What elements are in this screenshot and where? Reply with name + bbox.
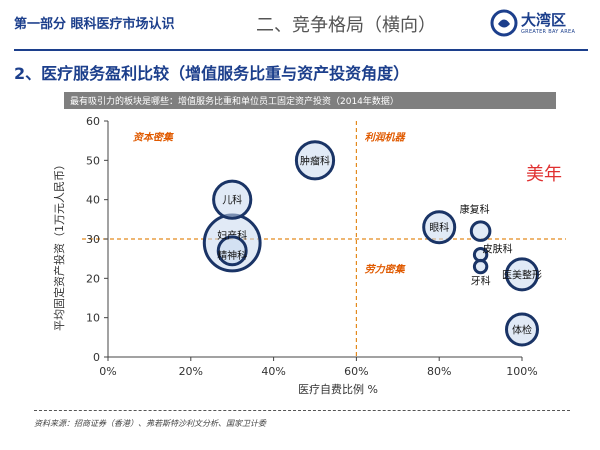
x-tick-label: 60% (344, 365, 368, 378)
watermark-text: 美年 (526, 164, 562, 185)
footer-divider (34, 410, 570, 411)
bubble-point (505, 312, 539, 347)
bubble-point (212, 179, 253, 220)
logo-name: 大湾区 (521, 11, 567, 29)
quadrant-label: 劳力密集 (365, 263, 406, 275)
bubble-point (469, 220, 492, 242)
x-tick-label: 80% (427, 365, 451, 378)
y-tick-label: 10 (86, 312, 100, 325)
bubble-point (294, 140, 336, 181)
bubble-point (422, 210, 457, 245)
logo-icon (490, 9, 518, 37)
bubble-point (505, 257, 539, 292)
x-tick-label: 0% (99, 365, 116, 378)
bubble-point (216, 235, 248, 267)
company-logo: 大湾区 GREATER BAY AREA (490, 6, 590, 42)
quadrant-label: 资本密集 (133, 132, 174, 144)
quadrant-label: 利润机器 (365, 132, 407, 144)
logo-tagline: GREATER BAY AREA (521, 29, 576, 35)
source-note: 资料来源：招商证券（香港）、弗若斯特沙利文分析、国家卫计委 (34, 419, 266, 428)
bubble-label: 肿瘤科 (300, 154, 330, 167)
slide-title: 2、医疗服务盈利比较（增值服务比重与资产投资角度） (14, 64, 410, 83)
slide-header: 第一部分 眼科医疗市场认识 二、竞争格局（横向） 大湾区 GREATER BAY… (0, 0, 600, 46)
x-tick-label: 20% (179, 365, 203, 378)
bubble-label: 牙科 (471, 275, 491, 288)
y-tick-label: 60 (86, 115, 100, 128)
bubble-label: 医美整形 (502, 268, 542, 281)
y-tick-label: 30 (86, 233, 100, 246)
y-tick-label: 20 (86, 272, 100, 285)
y-tick-label: 50 (86, 154, 100, 167)
section-title: 第一部分 眼科医疗市场认识 (14, 17, 175, 32)
y-tick-label: 0 (93, 351, 100, 364)
bubble-label: 康复科 (460, 203, 490, 216)
chart-caption: 最有吸引力的板块是哪些：增值服务比重和单位员工固定资产投资（2014年数据） (70, 97, 399, 107)
x-tick-label: 100% (506, 365, 537, 378)
bubble-label: 眼科 (429, 221, 449, 234)
slide-subtitle: 二、竞争格局（横向） (256, 15, 436, 36)
bubble-label: 妇产科 (217, 229, 247, 242)
y-tick-label: 40 (86, 194, 100, 207)
bubble-label: 体检 (512, 323, 532, 336)
header-divider (14, 49, 588, 51)
x-axis-title: 医疗自费比例 % (298, 382, 378, 396)
bubble-label: 皮肤科 (483, 243, 513, 256)
y-axis-title: 平均固定资产投资（1万元人民币） (52, 159, 66, 331)
chart-caption-banner: 最有吸引力的板块是哪些：增值服务比重和单位员工固定资产投资（2014年数据） (64, 92, 556, 109)
x-tick-label: 40% (261, 365, 285, 378)
bubble-label: 儿科 (222, 194, 242, 207)
bubble-label: 精神科 (217, 249, 247, 262)
bubble-point (472, 258, 489, 275)
